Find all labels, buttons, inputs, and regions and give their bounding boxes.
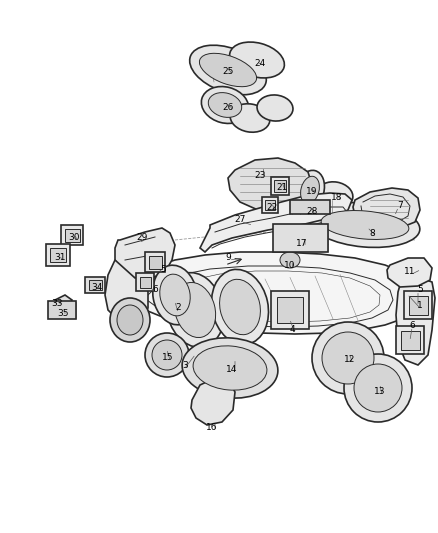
FancyBboxPatch shape bbox=[64, 229, 80, 241]
Polygon shape bbox=[353, 188, 420, 230]
Ellipse shape bbox=[190, 45, 266, 95]
FancyBboxPatch shape bbox=[145, 252, 165, 272]
FancyBboxPatch shape bbox=[262, 197, 278, 213]
FancyBboxPatch shape bbox=[277, 297, 303, 323]
FancyBboxPatch shape bbox=[272, 224, 328, 252]
Polygon shape bbox=[120, 252, 418, 334]
Text: 11: 11 bbox=[404, 268, 416, 277]
Ellipse shape bbox=[296, 171, 325, 209]
Text: 8: 8 bbox=[369, 229, 375, 238]
Text: 14: 14 bbox=[226, 366, 238, 375]
Text: 23: 23 bbox=[254, 171, 266, 180]
FancyBboxPatch shape bbox=[88, 280, 102, 290]
Text: 31: 31 bbox=[54, 254, 66, 262]
Polygon shape bbox=[105, 260, 148, 324]
Ellipse shape bbox=[110, 298, 150, 342]
Polygon shape bbox=[191, 378, 235, 425]
Ellipse shape bbox=[145, 333, 189, 377]
FancyBboxPatch shape bbox=[290, 200, 330, 214]
Text: 5: 5 bbox=[417, 286, 423, 295]
Ellipse shape bbox=[354, 364, 402, 412]
FancyBboxPatch shape bbox=[46, 244, 70, 266]
FancyBboxPatch shape bbox=[271, 177, 289, 195]
Polygon shape bbox=[55, 295, 72, 308]
Text: 17: 17 bbox=[296, 238, 308, 247]
FancyBboxPatch shape bbox=[50, 248, 66, 262]
Text: 1: 1 bbox=[417, 301, 423, 310]
Ellipse shape bbox=[344, 354, 412, 422]
Text: 28: 28 bbox=[306, 207, 318, 216]
Text: 21: 21 bbox=[276, 183, 288, 192]
Text: 26: 26 bbox=[223, 103, 234, 112]
FancyBboxPatch shape bbox=[139, 277, 151, 287]
Ellipse shape bbox=[153, 265, 197, 325]
FancyBboxPatch shape bbox=[404, 291, 432, 319]
Text: 4: 4 bbox=[289, 326, 295, 335]
FancyBboxPatch shape bbox=[274, 180, 286, 192]
Ellipse shape bbox=[193, 346, 267, 390]
Text: 3: 3 bbox=[182, 360, 188, 369]
Ellipse shape bbox=[160, 274, 190, 316]
Ellipse shape bbox=[310, 203, 420, 247]
Text: 35: 35 bbox=[57, 309, 69, 318]
FancyBboxPatch shape bbox=[136, 273, 154, 291]
Text: 7: 7 bbox=[397, 200, 403, 209]
Text: 13: 13 bbox=[374, 387, 386, 397]
Ellipse shape bbox=[199, 53, 257, 87]
Text: 15: 15 bbox=[162, 353, 174, 362]
Polygon shape bbox=[115, 228, 175, 278]
FancyBboxPatch shape bbox=[48, 301, 76, 319]
FancyBboxPatch shape bbox=[400, 330, 420, 350]
Text: 33: 33 bbox=[51, 298, 63, 308]
Text: 25: 25 bbox=[223, 68, 234, 77]
Ellipse shape bbox=[300, 176, 319, 204]
Polygon shape bbox=[387, 258, 432, 287]
Ellipse shape bbox=[201, 86, 249, 124]
FancyBboxPatch shape bbox=[148, 255, 162, 269]
Text: 22: 22 bbox=[266, 204, 278, 213]
FancyBboxPatch shape bbox=[271, 291, 309, 329]
Text: 29: 29 bbox=[136, 233, 148, 243]
FancyBboxPatch shape bbox=[61, 225, 83, 245]
Text: 6: 6 bbox=[152, 286, 158, 295]
Ellipse shape bbox=[322, 332, 374, 384]
Text: 34: 34 bbox=[91, 284, 102, 293]
FancyBboxPatch shape bbox=[396, 326, 424, 354]
Ellipse shape bbox=[317, 182, 353, 208]
Polygon shape bbox=[228, 158, 312, 212]
Ellipse shape bbox=[280, 252, 300, 268]
Text: 9: 9 bbox=[225, 254, 231, 262]
Ellipse shape bbox=[166, 272, 224, 348]
Ellipse shape bbox=[152, 340, 182, 370]
Ellipse shape bbox=[208, 93, 242, 117]
Ellipse shape bbox=[219, 279, 261, 335]
Text: 24: 24 bbox=[254, 59, 265, 68]
Polygon shape bbox=[200, 193, 352, 252]
Ellipse shape bbox=[312, 322, 384, 394]
Ellipse shape bbox=[212, 269, 268, 345]
Text: 2: 2 bbox=[175, 303, 181, 312]
Text: 10: 10 bbox=[284, 261, 296, 270]
Text: 5: 5 bbox=[160, 265, 166, 274]
Ellipse shape bbox=[321, 211, 409, 239]
Ellipse shape bbox=[174, 282, 215, 337]
Text: 30: 30 bbox=[68, 233, 80, 243]
FancyBboxPatch shape bbox=[409, 295, 427, 314]
Ellipse shape bbox=[230, 104, 270, 132]
Text: 27: 27 bbox=[234, 215, 246, 224]
Ellipse shape bbox=[257, 95, 293, 121]
Text: 19: 19 bbox=[306, 188, 318, 197]
Text: 12: 12 bbox=[344, 356, 356, 365]
Ellipse shape bbox=[230, 42, 284, 78]
Text: 6: 6 bbox=[409, 320, 415, 329]
Ellipse shape bbox=[117, 305, 143, 335]
FancyBboxPatch shape bbox=[265, 200, 275, 210]
Polygon shape bbox=[396, 278, 435, 365]
Text: 18: 18 bbox=[331, 193, 343, 203]
Ellipse shape bbox=[182, 338, 278, 398]
Text: 16: 16 bbox=[206, 424, 218, 432]
FancyBboxPatch shape bbox=[85, 277, 105, 293]
